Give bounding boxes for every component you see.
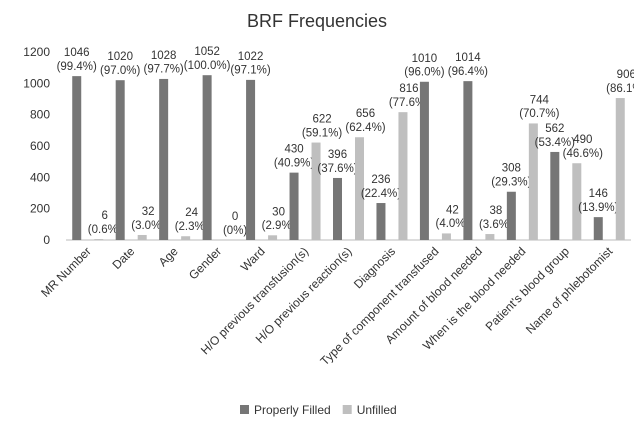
x-tick-label: MR Number (38, 244, 94, 300)
bar (115, 80, 125, 240)
data-label: 744 (70.7%) (519, 94, 559, 120)
bar (72, 76, 82, 240)
bar (550, 151, 560, 240)
y-tick-label: 400 (30, 170, 50, 184)
data-label: 38 (3.6%) (479, 205, 513, 231)
chart-title: BRF Frequencies (247, 11, 387, 31)
bar (137, 234, 147, 240)
bar (311, 142, 321, 240)
y-tick-label: 800 (30, 108, 50, 122)
data-label: 1010 (96.0%) (404, 53, 444, 79)
bar (485, 234, 495, 240)
data-label: 6 (0.6%) (88, 210, 122, 236)
data-label: 656 (62.4%) (345, 108, 385, 134)
bar (246, 79, 256, 241)
bar (419, 81, 429, 241)
y-tick-label: 1200 (23, 45, 50, 59)
y-tick-label: 600 (30, 139, 50, 153)
legend-label: Unfilled (357, 403, 397, 417)
x-tick-label: Ward (238, 244, 268, 274)
bar (615, 98, 625, 240)
bar (398, 112, 408, 240)
x-tick-label: Patient's blood group (483, 244, 573, 334)
data-label: 1046 (99.4%) (57, 47, 97, 73)
y-tick-label: 200 (30, 202, 50, 216)
y-tick-label: 0 (43, 233, 50, 247)
data-label: 42 (4.0%) (435, 204, 469, 230)
data-label: 0 (0%) (223, 211, 247, 237)
x-tick-label: Age (156, 244, 181, 269)
data-label: 396 (37.6%) (317, 149, 357, 175)
data-label: 1028 (97.7%) (144, 50, 184, 76)
data-label: 906(86.1%) (606, 69, 634, 95)
legend-swatch (342, 405, 352, 414)
data-label: 236 (22.4%) (361, 174, 401, 200)
data-label: 430 (40.9%) (274, 144, 314, 170)
data-label: 1014 (96.4%) (448, 52, 488, 78)
data-label: 622 (59.1%) (302, 114, 342, 140)
bar (593, 217, 603, 240)
bar (333, 177, 342, 240)
bar (289, 172, 299, 240)
data-label: 816 (77.6%) (389, 83, 429, 109)
bar (441, 233, 451, 240)
bar (268, 235, 278, 240)
bar (159, 78, 169, 241)
x-tick-label: Date (109, 244, 137, 272)
bar (572, 163, 582, 240)
bar (355, 137, 364, 240)
data-label: 1020 (97.0%) (100, 51, 140, 77)
legend-label: Properly Filled (254, 403, 331, 417)
data-label: 1022 (97.1%) (230, 51, 270, 77)
bar (202, 75, 212, 240)
data-label: 24 (2.3%) (175, 207, 209, 233)
data-label: 1052 (100.0%) (184, 46, 231, 72)
data-label: 490 (46.6%) (563, 134, 603, 160)
bar (506, 191, 516, 240)
x-tick-label: Gender (186, 244, 224, 282)
data-label: 308 (29.3%) (491, 163, 531, 189)
legend-swatch (240, 405, 249, 414)
bar (94, 239, 104, 240)
bar (463, 81, 473, 240)
bar (181, 236, 191, 240)
data-label: 146 (13.9%) (578, 188, 618, 214)
data-label: 562 (53.4%) (535, 123, 575, 149)
y-tick-label: 1000 (23, 76, 50, 90)
x-tick-label: Name of phlebotomist (523, 244, 616, 337)
data-label: 32 (3.0%) (131, 206, 165, 232)
bar (376, 203, 386, 240)
data-label: 30 (2.9%) (262, 206, 296, 232)
bar (528, 123, 538, 240)
